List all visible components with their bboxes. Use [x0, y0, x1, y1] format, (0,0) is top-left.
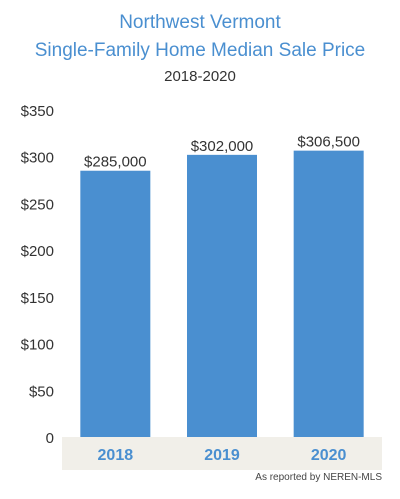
y-tick-label: $350	[21, 103, 54, 120]
x-tick-label-2019: 2019	[204, 447, 240, 464]
chart-title-line-1: Northwest Vermont	[119, 12, 281, 33]
y-tick-label: $50	[29, 383, 54, 400]
chart-subtitle: 2018-2020	[164, 68, 236, 85]
x-tick-label-2018: 2018	[98, 447, 134, 464]
y-tick-label: $100	[21, 337, 54, 354]
data-label-2018: $285,000	[84, 154, 147, 171]
bar-2020	[293, 150, 364, 438]
data-label-2019: $302,000	[191, 138, 254, 155]
bar-2019	[187, 154, 257, 438]
y-tick-label: 0	[46, 430, 54, 447]
y-tick-label: $250	[21, 196, 54, 213]
y-tick-label: $150	[21, 290, 54, 307]
x-tick-label-2020: 2020	[311, 447, 347, 464]
y-tick-label: $200	[21, 243, 54, 260]
chart-title-line-2: Single-Family Home Median Sale Price	[34, 40, 366, 61]
bar-2018	[80, 170, 151, 437]
source-note: As reported by NEREN-MLS	[255, 472, 382, 483]
data-label-2020: $306,500	[297, 134, 360, 151]
x-axis-band	[62, 437, 382, 470]
y-tick-label: $300	[21, 150, 54, 167]
